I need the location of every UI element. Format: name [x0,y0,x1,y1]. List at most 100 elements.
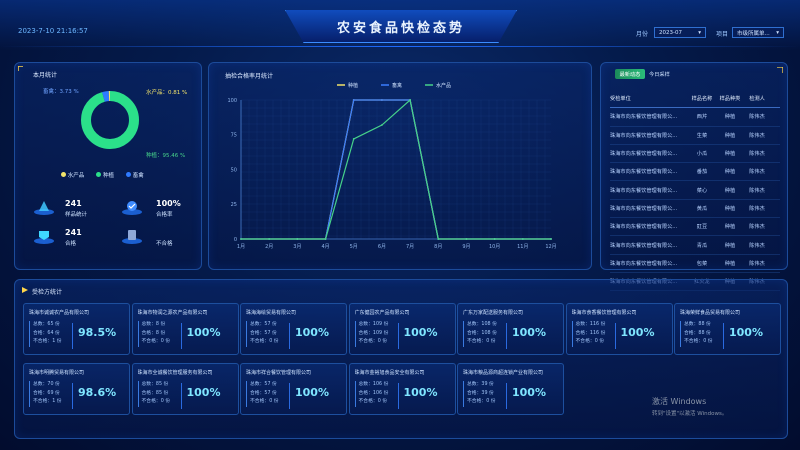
unit-total: 总数：39 份 [467,382,494,387]
current-datetime: 2023-7-10 21:16:57 [18,27,88,35]
table-cell: 珠海市向东餐饮管理有限公... [610,205,678,212]
unit-total: 总数：88 份 [684,322,711,327]
unit-total: 总数：116 份 [575,322,606,327]
x-tick-label: 10月 [489,244,500,250]
unit-name: 珠海市食香餐饮管理有限公司 [571,310,637,316]
x-tick-label: 3月 [293,244,301,250]
table-cell: 种植 [724,114,736,121]
table-row[interactable]: 珠海市向东餐饮管理有限公... 豇豆 种植 陈伟杰 [610,218,780,237]
table-cell: 菜心 [696,187,708,194]
card-divider [180,383,182,409]
monthly-title: 本月统计 [33,72,58,79]
table-cell: 种植 [724,132,736,139]
table-body: 珠海市向东餐饮管理有限公... 西芹 种植 陈伟杰 珠海市向东餐饮管理有限公... 生菜种… [610,108,780,292]
table-row[interactable]: 珠海市向东餐饮管理有限公... 包菜 种植 陈伟杰 [610,255,780,273]
unit-card[interactable]: 珠海市食香餐饮管理有限公司 总数：116 份合格：116 份不合格：0 份 100% [565,303,673,355]
table-cell: 种植 [724,205,736,212]
unit-stats: 总数：109 份合格：109 份不合格：0 份 [354,321,399,347]
unit-card[interactable]: 珠海海绘贸易有限公司 总数：57 份合格：57 份不合格：0 份 100% [240,303,347,355]
unit-stats: 总数：85 份合格：85 份不合格：0 份 [137,381,182,407]
table-row[interactable]: 珠海市向东餐饮管理有限公... 番茄 种植 陈伟杰 [610,163,780,182]
unit-name: 珠海市祥合餐饮管理有限公司 [246,370,312,376]
unit-label: 项目 [716,31,729,38]
unit-total: 总数：108 份 [467,322,497,327]
chart-title: 抽检合格率月统计 [225,73,274,80]
pass-rate-icon [122,201,142,215]
month-select[interactable]: 2023-07 ▾ [654,27,706,38]
table-cell: 种植 [724,242,736,249]
unit-fail: 不合格：0 份 [250,399,279,404]
card-divider [614,323,616,349]
card-divider [723,323,724,349]
table-cell: 珠海市向东餐饮管理有限公... [610,224,678,231]
table-cell: 种植 [724,187,736,194]
table-cell: 黄瓜 [696,205,708,212]
table-cell: 青瓜 [696,242,708,249]
header-divider [0,46,800,47]
unit-pass-rate: 100% [295,326,329,339]
unit-fail: 不合格：0 份 [684,339,713,344]
unit-pass-rate: 98.6% [78,386,117,399]
corner-icon [18,66,23,71]
unit-name: 广东健园农产品有限公司 [354,310,410,316]
unit-pass-rate: 100% [512,386,546,399]
pass-rate-line-chart: 0 25 50 75 100 1月 2月 3月 4月 5月 6月 7月 8月 9月 10月 11月 12月 种植 畜… [227,82,556,250]
table-row[interactable]: 珠海市向东餐饮管理有限公... 青瓜 种植 陈伟杰 [610,236,780,255]
unit-pass-rate: 100% [729,326,763,339]
unit-fail: 不合格：1 份 [33,399,62,404]
table-cell: 种植 [724,260,736,267]
table-cell: 珠海市向东餐饮管理有限公... [610,187,678,194]
series-point [550,238,552,240]
unit-card[interactable]: 珠海市明腾贸易有限公司 总数：70 份合格：69 份不合格：1 份 98.6% [23,363,130,415]
unit-pass-rate: 100% [403,326,438,339]
unit-pass: 合格：69 份 [33,390,60,396]
unit-card[interactable]: 珠海市金裕旭食品安全有限公司 总数：106 份合格：106 份不合格：0 份 100… [348,363,456,415]
unit-card[interactable]: 珠海荣鲜食品贸易有限公司 总数：88 份合格：88 份不合格：0 份 100% [674,303,781,355]
unit-pass-rate: 100% [512,326,546,339]
unit-fail: 不合格：0 份 [467,399,496,404]
series-point [381,99,383,101]
unit-fail: 不合格：0 份 [467,339,496,344]
table-row[interactable]: 珠海市向东餐饮管理有限公... 西芹 种植 陈伟杰 [610,108,780,127]
qualified-icon [34,231,54,244]
monthly-stats-panel: 本月统计 畜禽：3.73 % 水产品：0.81 % 种植：95.46 % 水产品… [14,62,202,270]
table-row[interactable]: 珠海市向东餐饮管理有限公... 生菜 种植 陈伟杰 [610,127,780,145]
y-tick-label: 0 [234,237,237,243]
unit-name: 珠海市全诚餐饮管理服务有限公司 [137,370,213,376]
y-tick-label: 100 [227,98,237,104]
table-row[interactable]: 珠海市向东餐饮管理有限公... 菜心 种植 陈伟杰 [610,181,780,200]
series-point [352,138,355,140]
donut-label-seafood: 水产品：0.81 % [146,90,188,96]
sample-count-icon [34,201,54,215]
unit-pass: 合格：85 份 [141,390,169,396]
card-divider [397,383,399,409]
unit-card[interactable]: 珠海市粮品源商超连锁产业有限公司 总数：39 份合格：39 份不合格：0 份 100… [457,363,564,415]
x-tick-label: 6月 [378,244,386,250]
unit-card[interactable]: 珠海市物润之源农产品有限公司 总数：8 份合格：8 份不合格：0 份 100% [131,303,239,355]
pass-rate-label: 合格率 [156,212,173,218]
series-line-2 [241,98,551,240]
unit-pass: 合格：64 份 [33,330,60,336]
table-cell: 豇豆 [696,224,708,231]
x-tick-label: 1月 [237,244,245,250]
unit-name: 珠海市粮品源商超连锁产业有限公司 [463,370,544,376]
table-cell: 番茄 [696,169,708,176]
unit-select-value: 市级所属单... [737,30,770,37]
x-tick-label: 11月 [517,244,528,250]
table-cell: 生菜 [696,132,708,139]
tab-today-sampling[interactable]: 今日采样 [649,72,670,78]
table-row[interactable]: 珠海市向东餐饮管理有限公... 小瓜 种植 陈伟杰 [610,145,780,164]
tab-latest[interactable]: 最新动态 [615,69,645,79]
unit-card[interactable]: 珠海市全诚餐饮管理服务有限公司 总数：85 份合格：85 份不合格：0 份 100% [131,363,239,415]
unit-card[interactable]: 珠海市诚诚农产品有限公司 总数：65 份合格：64 份不合格：1 份 98.5% [23,303,130,355]
unit-stats: 总数：65 份合格：64 份不合格：1 份 [29,321,73,347]
unit-select[interactable]: 市级所属单... ▾ [732,27,784,38]
unit-card[interactable]: 广东万家配送服务有限公司 总数：108 份合格：108 份不合格：0 份 100% [457,303,564,355]
card-divider [289,383,290,409]
unit-card[interactable]: 广东健园农产品有限公司总数：109 份合格：109 份不合格：0 份 100% [348,303,456,355]
unit-card[interactable]: 珠海市祥合餐饮管理有限公司 总数：57 份合格：57 份不合格：0 份 100% [240,363,347,415]
table-cell: 种植 [724,224,736,231]
table-row[interactable]: 珠海市向东餐饮管理有限公... 黄瓜 种植 陈伟杰 [610,200,780,219]
table-cell: 种植 [724,169,736,176]
series-point [381,124,383,126]
